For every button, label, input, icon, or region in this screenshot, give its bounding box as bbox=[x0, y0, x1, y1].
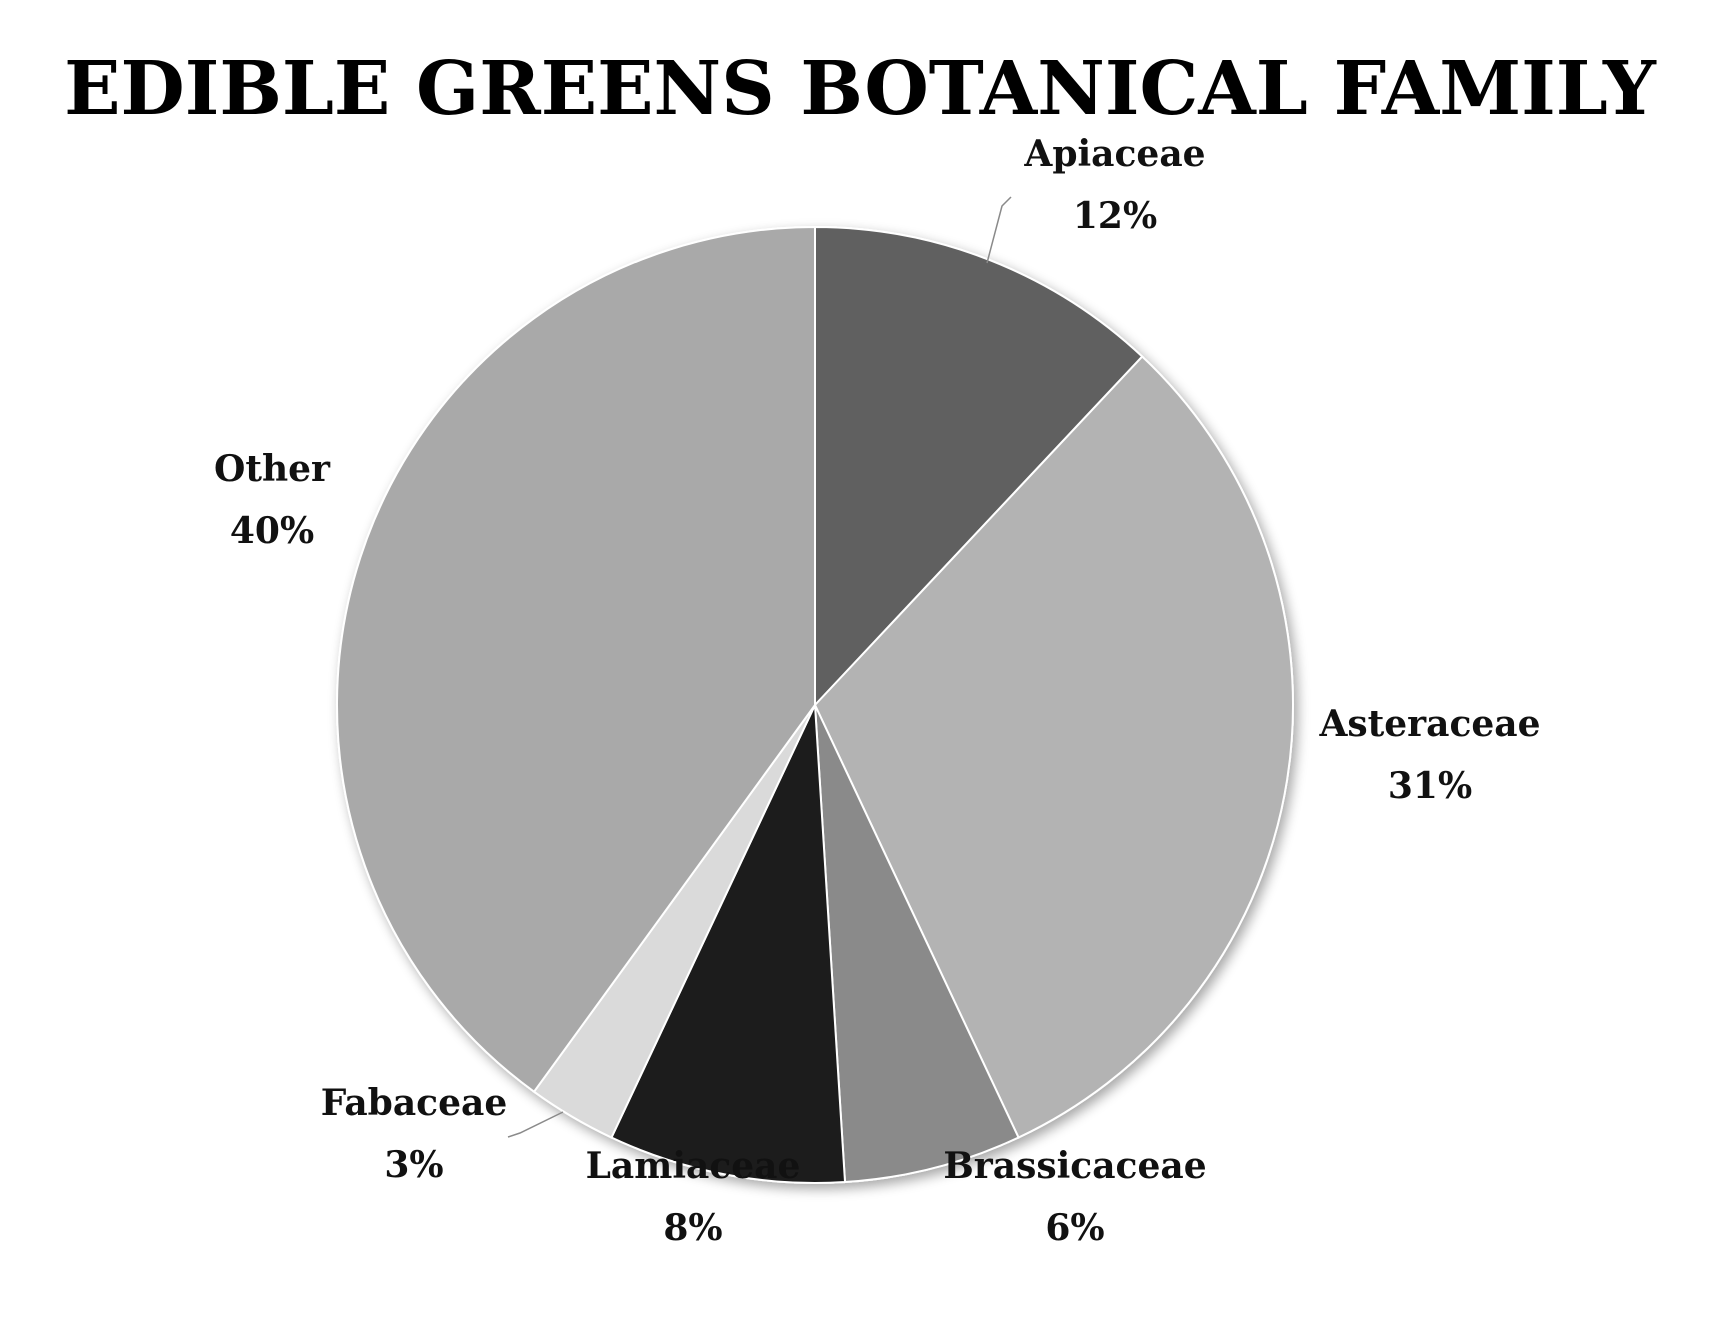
chart-title: EDIBLE GREENS BOTANICAL FAMILY bbox=[64, 46, 1657, 132]
slice-label-brassicaceae: Brassicaceae bbox=[943, 1145, 1206, 1187]
pie-slice-other bbox=[336, 225, 816, 1094]
pie-slice-lamiaceae bbox=[610, 704, 847, 1184]
slice-label-apiaceae: Apiaceae bbox=[1023, 133, 1205, 175]
slice-label-fabaceae: Fabaceae bbox=[321, 1082, 507, 1124]
slice-value-lamiaceae: 8% bbox=[663, 1207, 722, 1249]
slice-value-other: 40% bbox=[230, 510, 314, 552]
pie-slices bbox=[336, 225, 1294, 1184]
pie-slice-brassicaceae bbox=[814, 704, 1020, 1184]
pie-slice-asteraceae bbox=[813, 355, 1294, 1139]
leader-lines bbox=[507, 196, 1012, 1138]
leader-line-fabaceae bbox=[507, 1111, 564, 1138]
leader-line-apiaceae bbox=[986, 196, 1012, 264]
slice-value-fabaceae: 3% bbox=[384, 1144, 443, 1186]
slice-label-other: Other bbox=[214, 448, 331, 490]
slice-labels: Apiaceae 12% Asteraceae 31% Brassicaceae 6% La… bbox=[214, 133, 1541, 1249]
slice-value-brassicaceae: 6% bbox=[1045, 1207, 1104, 1249]
slice-label-asteraceae: Asteraceae bbox=[1318, 703, 1540, 745]
pie-slice-apiaceae bbox=[814, 225, 1144, 708]
slice-value-apiaceae: 12% bbox=[1073, 195, 1157, 237]
slice-label-lamiaceae: Lamiaceae bbox=[586, 1145, 801, 1187]
slice-value-asteraceae: 31% bbox=[1388, 765, 1472, 807]
